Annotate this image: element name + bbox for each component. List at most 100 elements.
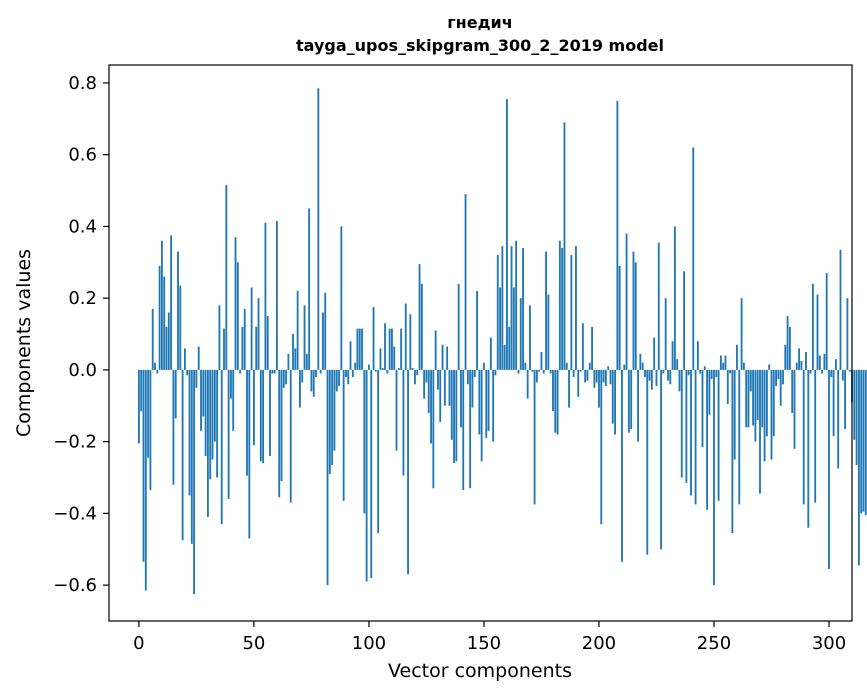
bar — [616, 100, 619, 370]
bar — [846, 298, 849, 370]
bar — [285, 369, 288, 385]
bar — [331, 369, 334, 465]
bar — [828, 369, 830, 569]
bar — [533, 369, 536, 505]
bar — [448, 369, 451, 406]
bar — [798, 348, 801, 370]
bar — [522, 247, 524, 370]
bar — [623, 364, 626, 370]
bar — [156, 369, 159, 374]
bar — [345, 369, 347, 378]
bar — [377, 369, 380, 534]
bar — [529, 305, 531, 370]
bar — [545, 251, 547, 370]
bar — [713, 369, 715, 586]
bar — [179, 285, 182, 370]
bar — [554, 369, 557, 433]
bar — [834, 359, 837, 370]
bar — [811, 283, 814, 370]
bar — [524, 362, 527, 370]
bar — [572, 369, 575, 378]
bar — [411, 368, 414, 370]
bar — [832, 369, 835, 437]
bar — [356, 328, 359, 370]
bar — [627, 369, 630, 433]
bar — [248, 369, 251, 539]
bar — [540, 351, 543, 370]
bar — [299, 369, 301, 408]
bar — [418, 264, 421, 370]
bar — [857, 369, 860, 566]
bar — [142, 369, 145, 562]
bar — [717, 369, 720, 501]
bar — [269, 369, 271, 456]
bar — [455, 369, 458, 462]
bar — [234, 237, 237, 370]
bar — [634, 262, 637, 370]
bar — [147, 369, 150, 458]
y-tick-label: 0.2 — [68, 288, 97, 309]
bar — [837, 369, 840, 469]
bar — [802, 369, 805, 505]
bar — [287, 353, 290, 370]
bar — [604, 369, 607, 387]
bar — [239, 369, 242, 374]
bar-series — [137, 88, 867, 595]
bar — [220, 369, 223, 525]
bar — [568, 369, 570, 408]
bar — [177, 251, 179, 370]
bar — [149, 369, 152, 491]
bar — [379, 348, 382, 370]
bar — [655, 369, 658, 387]
bar — [770, 369, 773, 460]
bar — [639, 353, 642, 370]
bar — [800, 360, 803, 370]
bar — [508, 326, 511, 370]
bar — [621, 369, 623, 562]
bar — [793, 369, 796, 449]
bar — [535, 369, 538, 383]
bar — [250, 287, 253, 370]
bar — [552, 369, 554, 412]
bar — [430, 369, 432, 444]
bar — [526, 369, 529, 399]
bar — [276, 221, 278, 370]
bar — [213, 369, 216, 442]
bar — [174, 369, 177, 419]
bar — [144, 369, 147, 591]
bar — [715, 369, 718, 378]
bar — [588, 362, 591, 370]
y-tick-label: 0.8 — [68, 73, 97, 94]
bar — [305, 353, 308, 370]
x-axis-label: Vector components — [388, 660, 572, 682]
bar — [167, 312, 170, 370]
bar — [765, 369, 768, 437]
bar — [437, 369, 439, 390]
bar — [395, 369, 398, 451]
bar — [432, 369, 435, 489]
bar — [363, 369, 366, 514]
bar — [503, 344, 506, 370]
bar — [775, 369, 778, 387]
bar — [200, 369, 202, 431]
bar — [862, 369, 865, 512]
bar — [326, 369, 329, 586]
bar — [494, 369, 497, 376]
bar — [489, 337, 492, 370]
bar — [676, 359, 679, 370]
bar — [678, 369, 681, 392]
bar — [752, 369, 755, 426]
bar — [204, 369, 207, 456]
bar — [729, 369, 731, 374]
x-tick-label: 150 — [467, 633, 501, 654]
bar — [591, 326, 593, 370]
bar — [556, 369, 559, 435]
bar — [183, 348, 186, 370]
bar — [777, 369, 780, 379]
bar — [404, 303, 407, 370]
y-tick-label: −0.2 — [53, 432, 97, 453]
bar — [563, 122, 566, 370]
bar — [598, 369, 600, 408]
bar — [391, 328, 393, 370]
